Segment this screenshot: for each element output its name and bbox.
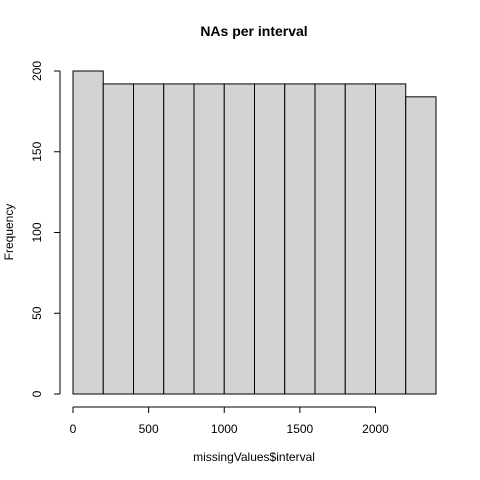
histogram-bar [375, 83, 407, 395]
histogram-bar [102, 83, 134, 395]
histogram-bar [163, 83, 195, 395]
y-axis-label: Frequency [2, 204, 16, 261]
y-tick-label: 150 [30, 141, 44, 161]
histogram-bar [284, 83, 316, 395]
x-tick-label: 500 [139, 422, 159, 436]
histogram-bar [72, 70, 104, 395]
x-tick-label: 1500 [287, 422, 314, 436]
bars-group [72, 70, 437, 395]
histogram-bar [133, 83, 165, 395]
chart-title: NAs per interval [200, 23, 307, 39]
histogram-bar [314, 83, 346, 395]
x-axis-label: missingValues$interval [193, 450, 315, 464]
x-tick-label: 0 [70, 422, 77, 436]
histogram-bar [344, 83, 376, 395]
x-tick-label: 2000 [362, 422, 389, 436]
y-tick-label: 50 [30, 306, 44, 320]
y-tick-label: 200 [30, 61, 44, 81]
histogram-bar [405, 96, 437, 395]
x-tick-label: 1000 [211, 422, 238, 436]
y-axis: 0 50 100 150 200 [30, 61, 61, 397]
histogram-bar [193, 83, 225, 395]
histogram-bar [254, 83, 286, 395]
y-tick-label: 100 [30, 222, 44, 242]
histogram-bar [223, 83, 255, 395]
x-axis: 0 500 1000 1500 2000 [70, 406, 389, 436]
y-tick-label: 0 [30, 390, 44, 397]
